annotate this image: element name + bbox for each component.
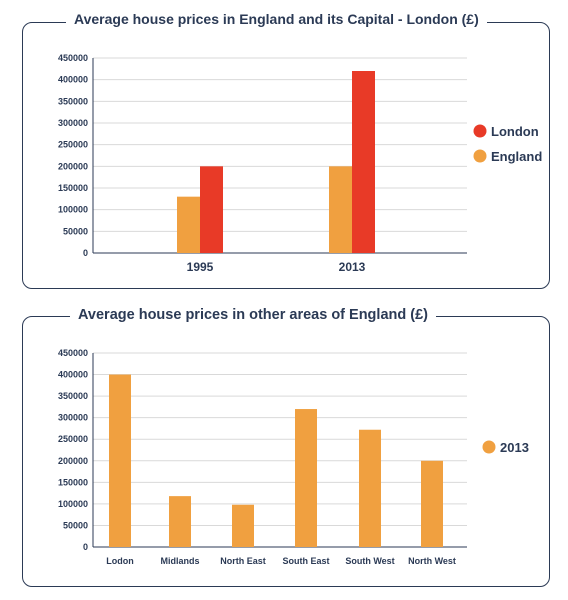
bar-2013-north-west	[421, 460, 443, 547]
bar-london-1995	[200, 166, 223, 253]
y-tick-label: 150000	[58, 183, 88, 193]
legend-marker-england	[473, 149, 487, 163]
x-tick-label: South East	[282, 556, 329, 566]
bar-2013-south-west	[359, 429, 381, 547]
y-tick-label: 100000	[58, 499, 88, 509]
bar-england-1995	[177, 196, 200, 253]
legend-label-london: London	[491, 124, 539, 139]
y-tick-label: 0	[83, 248, 88, 258]
y-tick-label: 0	[83, 542, 88, 552]
bar-2013-south-east	[295, 409, 317, 547]
y-tick-label: 50000	[63, 226, 88, 236]
legend-label-2013: 2013	[500, 440, 529, 455]
x-tick-label: Lodon	[106, 556, 134, 566]
bar-2013-lodon	[109, 374, 131, 547]
y-tick-label: 100000	[58, 205, 88, 215]
x-tick-label: North East	[220, 556, 266, 566]
y-tick-label: 300000	[58, 118, 88, 128]
y-tick-label: 450000	[58, 53, 88, 63]
x-tick-label: North West	[408, 556, 456, 566]
y-tick-label: 150000	[58, 477, 88, 487]
y-tick-label: 400000	[58, 370, 88, 380]
x-tick-label: 1995	[187, 260, 214, 274]
y-tick-label: 350000	[58, 391, 88, 401]
legend-marker-london	[473, 124, 487, 138]
y-tick-label: 50000	[63, 520, 88, 530]
bar-2013-midlands	[169, 496, 191, 547]
chart-title-1: Average house prices in England and its …	[66, 9, 487, 29]
y-tick-label: 200000	[58, 161, 88, 171]
legend-label-england: England	[491, 149, 542, 164]
legend-marker-2013	[482, 440, 496, 454]
y-tick-label: 450000	[58, 348, 88, 358]
y-tick-label: 250000	[58, 140, 88, 150]
x-tick-label: 2013	[339, 260, 366, 274]
y-tick-label: 350000	[58, 96, 88, 106]
y-tick-label: 200000	[58, 456, 88, 466]
y-tick-label: 300000	[58, 413, 88, 423]
bar-london-2013	[352, 71, 375, 253]
y-tick-label: 400000	[58, 75, 88, 85]
y-tick-label: 250000	[58, 434, 88, 444]
x-tick-label: South West	[345, 556, 394, 566]
chart-title-2: Average house prices in other areas of E…	[70, 305, 436, 325]
x-tick-label: Midlands	[160, 556, 199, 566]
bar-2013-north-east	[232, 504, 254, 547]
bar-england-2013	[329, 166, 352, 253]
